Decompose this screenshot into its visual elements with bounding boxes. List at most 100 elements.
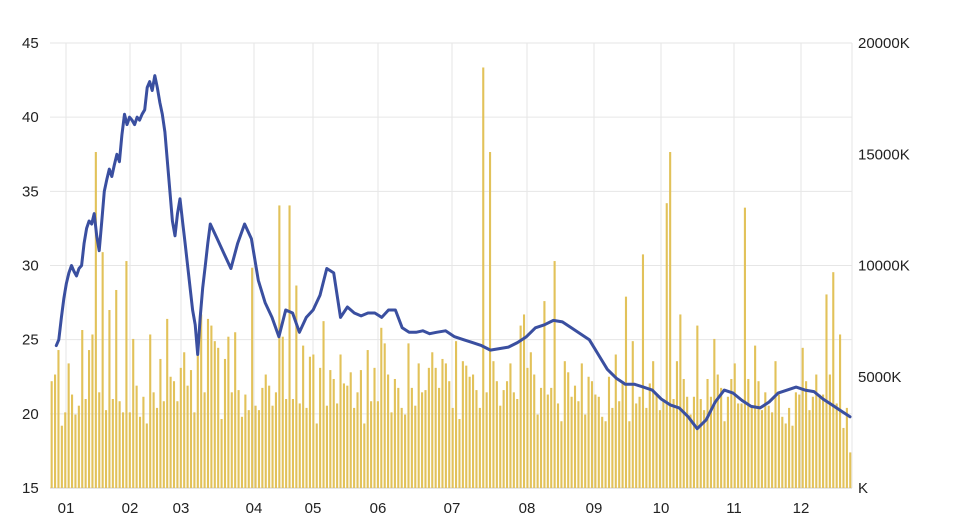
volume-bar [247, 410, 250, 489]
volume-bar [543, 301, 546, 488]
volume-bar [567, 372, 570, 488]
volume-bar [81, 330, 84, 488]
volume-bar [288, 205, 291, 488]
volume-bar [669, 152, 672, 488]
volume-bar [798, 394, 801, 488]
volume-bar [818, 394, 821, 488]
volume-bar [441, 358, 444, 488]
volume-bar [658, 410, 662, 489]
volume-bar [336, 403, 339, 488]
volume-bar [427, 367, 430, 488]
volume-bar [519, 325, 522, 488]
volume-bar [349, 372, 352, 488]
volume-bar [186, 385, 189, 488]
volume-bar [142, 396, 145, 488]
volume-bar [196, 343, 199, 489]
volume-bar [67, 363, 70, 488]
volume-bar [138, 416, 142, 488]
volume-bar [308, 356, 311, 488]
volume-bar [353, 407, 356, 488]
volume-bar [74, 414, 77, 488]
volume-bar [703, 410, 706, 489]
volume-bar [217, 347, 220, 488]
volume-bar [94, 152, 97, 488]
left-y-axis: 15 20 25 30 35 40 45 [22, 35, 39, 497]
volume-bar [227, 336, 230, 488]
volume-bar [356, 392, 359, 488]
volume-bar [570, 396, 573, 488]
right-y-axis: K 5000K 10000K 15000K 20000K [858, 35, 910, 497]
volume-bar [189, 370, 193, 488]
left-axis-tick-label: 20 [22, 406, 39, 423]
volume-bar [808, 410, 811, 489]
volume-bar [624, 296, 628, 488]
volume-bar [638, 396, 641, 488]
volume-bar [665, 203, 668, 488]
volume-bar [842, 427, 845, 488]
left-axis-tick-label: 30 [22, 258, 39, 275]
volume-bar [251, 267, 254, 488]
volume-bar [346, 385, 349, 488]
volume-bar [434, 367, 437, 488]
volume-bar [135, 385, 138, 488]
volume-bar [556, 403, 560, 488]
volume-bar [726, 396, 729, 488]
volume-bar [404, 414, 407, 488]
volume-bar [784, 423, 787, 488]
volume-bar [709, 396, 712, 488]
volume-bar [278, 205, 281, 488]
volume-bar [781, 416, 784, 488]
volume-bar [200, 314, 203, 488]
volume-bar [223, 358, 227, 488]
volume-bar [737, 403, 740, 488]
volume-bar [322, 321, 325, 489]
volume-bar [206, 318, 210, 488]
volume-bar [512, 392, 515, 488]
volume-bar [461, 361, 464, 488]
volume-bar [767, 405, 770, 488]
volume-bar [672, 399, 675, 488]
price-line [54, 74, 852, 431]
volume-bar [329, 370, 332, 488]
volume-bar [747, 378, 750, 488]
volume-bar [325, 405, 328, 488]
right-axis-tick-label: K [858, 480, 868, 497]
volume-bar [713, 338, 716, 488]
right-axis-tick-label: 10000K [858, 258, 910, 275]
volume-bar [475, 390, 478, 488]
volume-bar [621, 383, 624, 488]
volume-bar [448, 381, 451, 488]
volume-bar [580, 363, 583, 488]
volume-bar [699, 399, 702, 488]
volume-bar [291, 399, 294, 488]
volume-bar [234, 332, 237, 488]
volume-bar [312, 354, 315, 488]
volume-bar [84, 399, 87, 488]
volume-bar [675, 361, 679, 488]
volume-bar [332, 378, 335, 488]
volume-bar [706, 378, 709, 488]
volume-bar [788, 407, 791, 488]
volume-bar [502, 390, 505, 488]
volume-bar [495, 381, 498, 488]
volume-bar [370, 401, 373, 488]
volume-bar [424, 390, 427, 488]
volume-bar [87, 350, 91, 488]
volume-bar [302, 345, 305, 488]
volume-bar [584, 414, 587, 488]
x-axis-tick-label: 11 [726, 500, 742, 517]
volume-bar [145, 423, 148, 488]
volume-bar [764, 392, 767, 488]
volume-bar [376, 401, 379, 488]
volume-bar [298, 403, 301, 488]
volume-bar [274, 392, 278, 488]
volume-bar [614, 354, 617, 488]
volume-bar [791, 425, 794, 488]
volume-bar [414, 405, 417, 488]
volume-bar [716, 374, 719, 488]
volume-bar [438, 387, 441, 489]
x-axis-tick-label: 04 [246, 500, 263, 517]
volume-bar [383, 343, 386, 489]
